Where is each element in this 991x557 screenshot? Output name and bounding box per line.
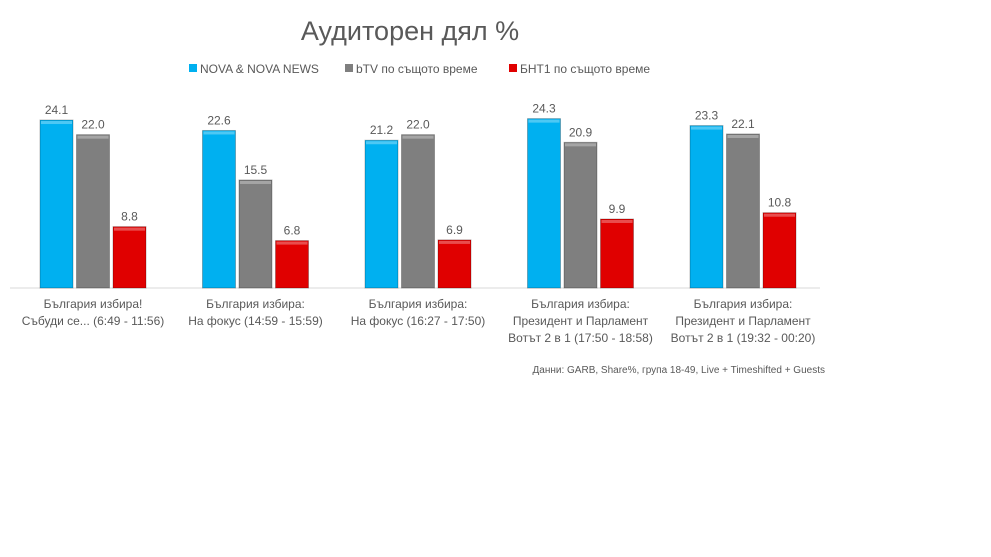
category-label: Вотът 2 в 1 (17:50 - 18:58) [508, 331, 653, 345]
data-label: 22.0 [81, 118, 105, 132]
bar-highlight [402, 135, 434, 139]
bar [762, 212, 797, 289]
bar [39, 119, 74, 289]
category-label: На фокус (16:27 - 17:50) [351, 314, 486, 328]
category-label: България избира! [44, 297, 143, 311]
legend-label: bTV по същото време [356, 62, 478, 76]
bar [726, 133, 760, 289]
bar-highlight [691, 126, 722, 130]
bar [527, 118, 561, 289]
bar-highlight [366, 141, 397, 145]
data-label: 23.3 [695, 109, 719, 123]
bar-highlight [565, 143, 596, 147]
bar-highlight [439, 240, 470, 244]
footnote: Данни: GARB, Share%, група 18-49, Live +… [533, 365, 826, 376]
bar-highlight [203, 131, 235, 135]
bar [202, 129, 236, 289]
bar [364, 139, 399, 289]
bar [76, 134, 110, 289]
category-label: Събуди се... (6:49 - 11:56) [22, 314, 165, 328]
data-label: 8.8 [121, 210, 138, 224]
legend-swatch [345, 64, 353, 72]
category-label: България избира: [694, 297, 793, 311]
category-label: България избира: [531, 297, 630, 311]
bar [238, 179, 273, 289]
bar [112, 226, 147, 289]
bar [563, 141, 598, 289]
bar-highlight [764, 213, 795, 217]
bar-highlight [727, 134, 759, 138]
data-label: 22.1 [731, 117, 755, 131]
chart-title: Аудиторен дял % [301, 16, 519, 46]
bar-highlight [240, 180, 271, 184]
bar [275, 240, 309, 289]
data-label: 15.5 [244, 163, 268, 177]
data-label: 21.2 [370, 123, 394, 137]
bar [600, 218, 634, 289]
legend-label: NOVA & NOVA NEWS [200, 62, 319, 76]
category-label: Президент и Парламент [513, 314, 649, 328]
bar [401, 134, 435, 289]
data-label: 22.0 [406, 118, 430, 132]
bar-highlight [601, 219, 633, 223]
legend-swatch [509, 64, 517, 72]
data-label: 24.1 [45, 103, 69, 117]
legend: NOVA & NOVA NEWS bTV по същото време БНТ1 … [189, 62, 650, 76]
bar-highlight [528, 119, 560, 123]
bar [437, 239, 472, 289]
bar-highlight [41, 121, 72, 125]
data-label: 9.9 [609, 202, 626, 216]
category-label: България избира: [369, 297, 468, 311]
bar [689, 125, 724, 289]
data-label: 6.9 [446, 223, 463, 237]
data-label: 20.9 [569, 125, 593, 139]
legend-swatch [189, 64, 197, 72]
bar-highlight [77, 135, 109, 139]
category-label: Президент и Парламент [675, 314, 811, 328]
legend-label: БНТ1 по същото време [520, 62, 650, 76]
data-label: 24.3 [532, 102, 556, 116]
category-label: На фокус (14:59 - 15:59) [188, 314, 323, 328]
data-label: 22.6 [207, 113, 231, 127]
bar-highlight [114, 227, 145, 231]
bar-highlight [276, 241, 308, 245]
data-label: 6.8 [284, 224, 301, 238]
category-label: България избира: [206, 297, 305, 311]
data-label: 10.8 [768, 196, 792, 210]
category-label: Вотът 2 в 1 (19:32 - 00:20) [671, 331, 816, 345]
